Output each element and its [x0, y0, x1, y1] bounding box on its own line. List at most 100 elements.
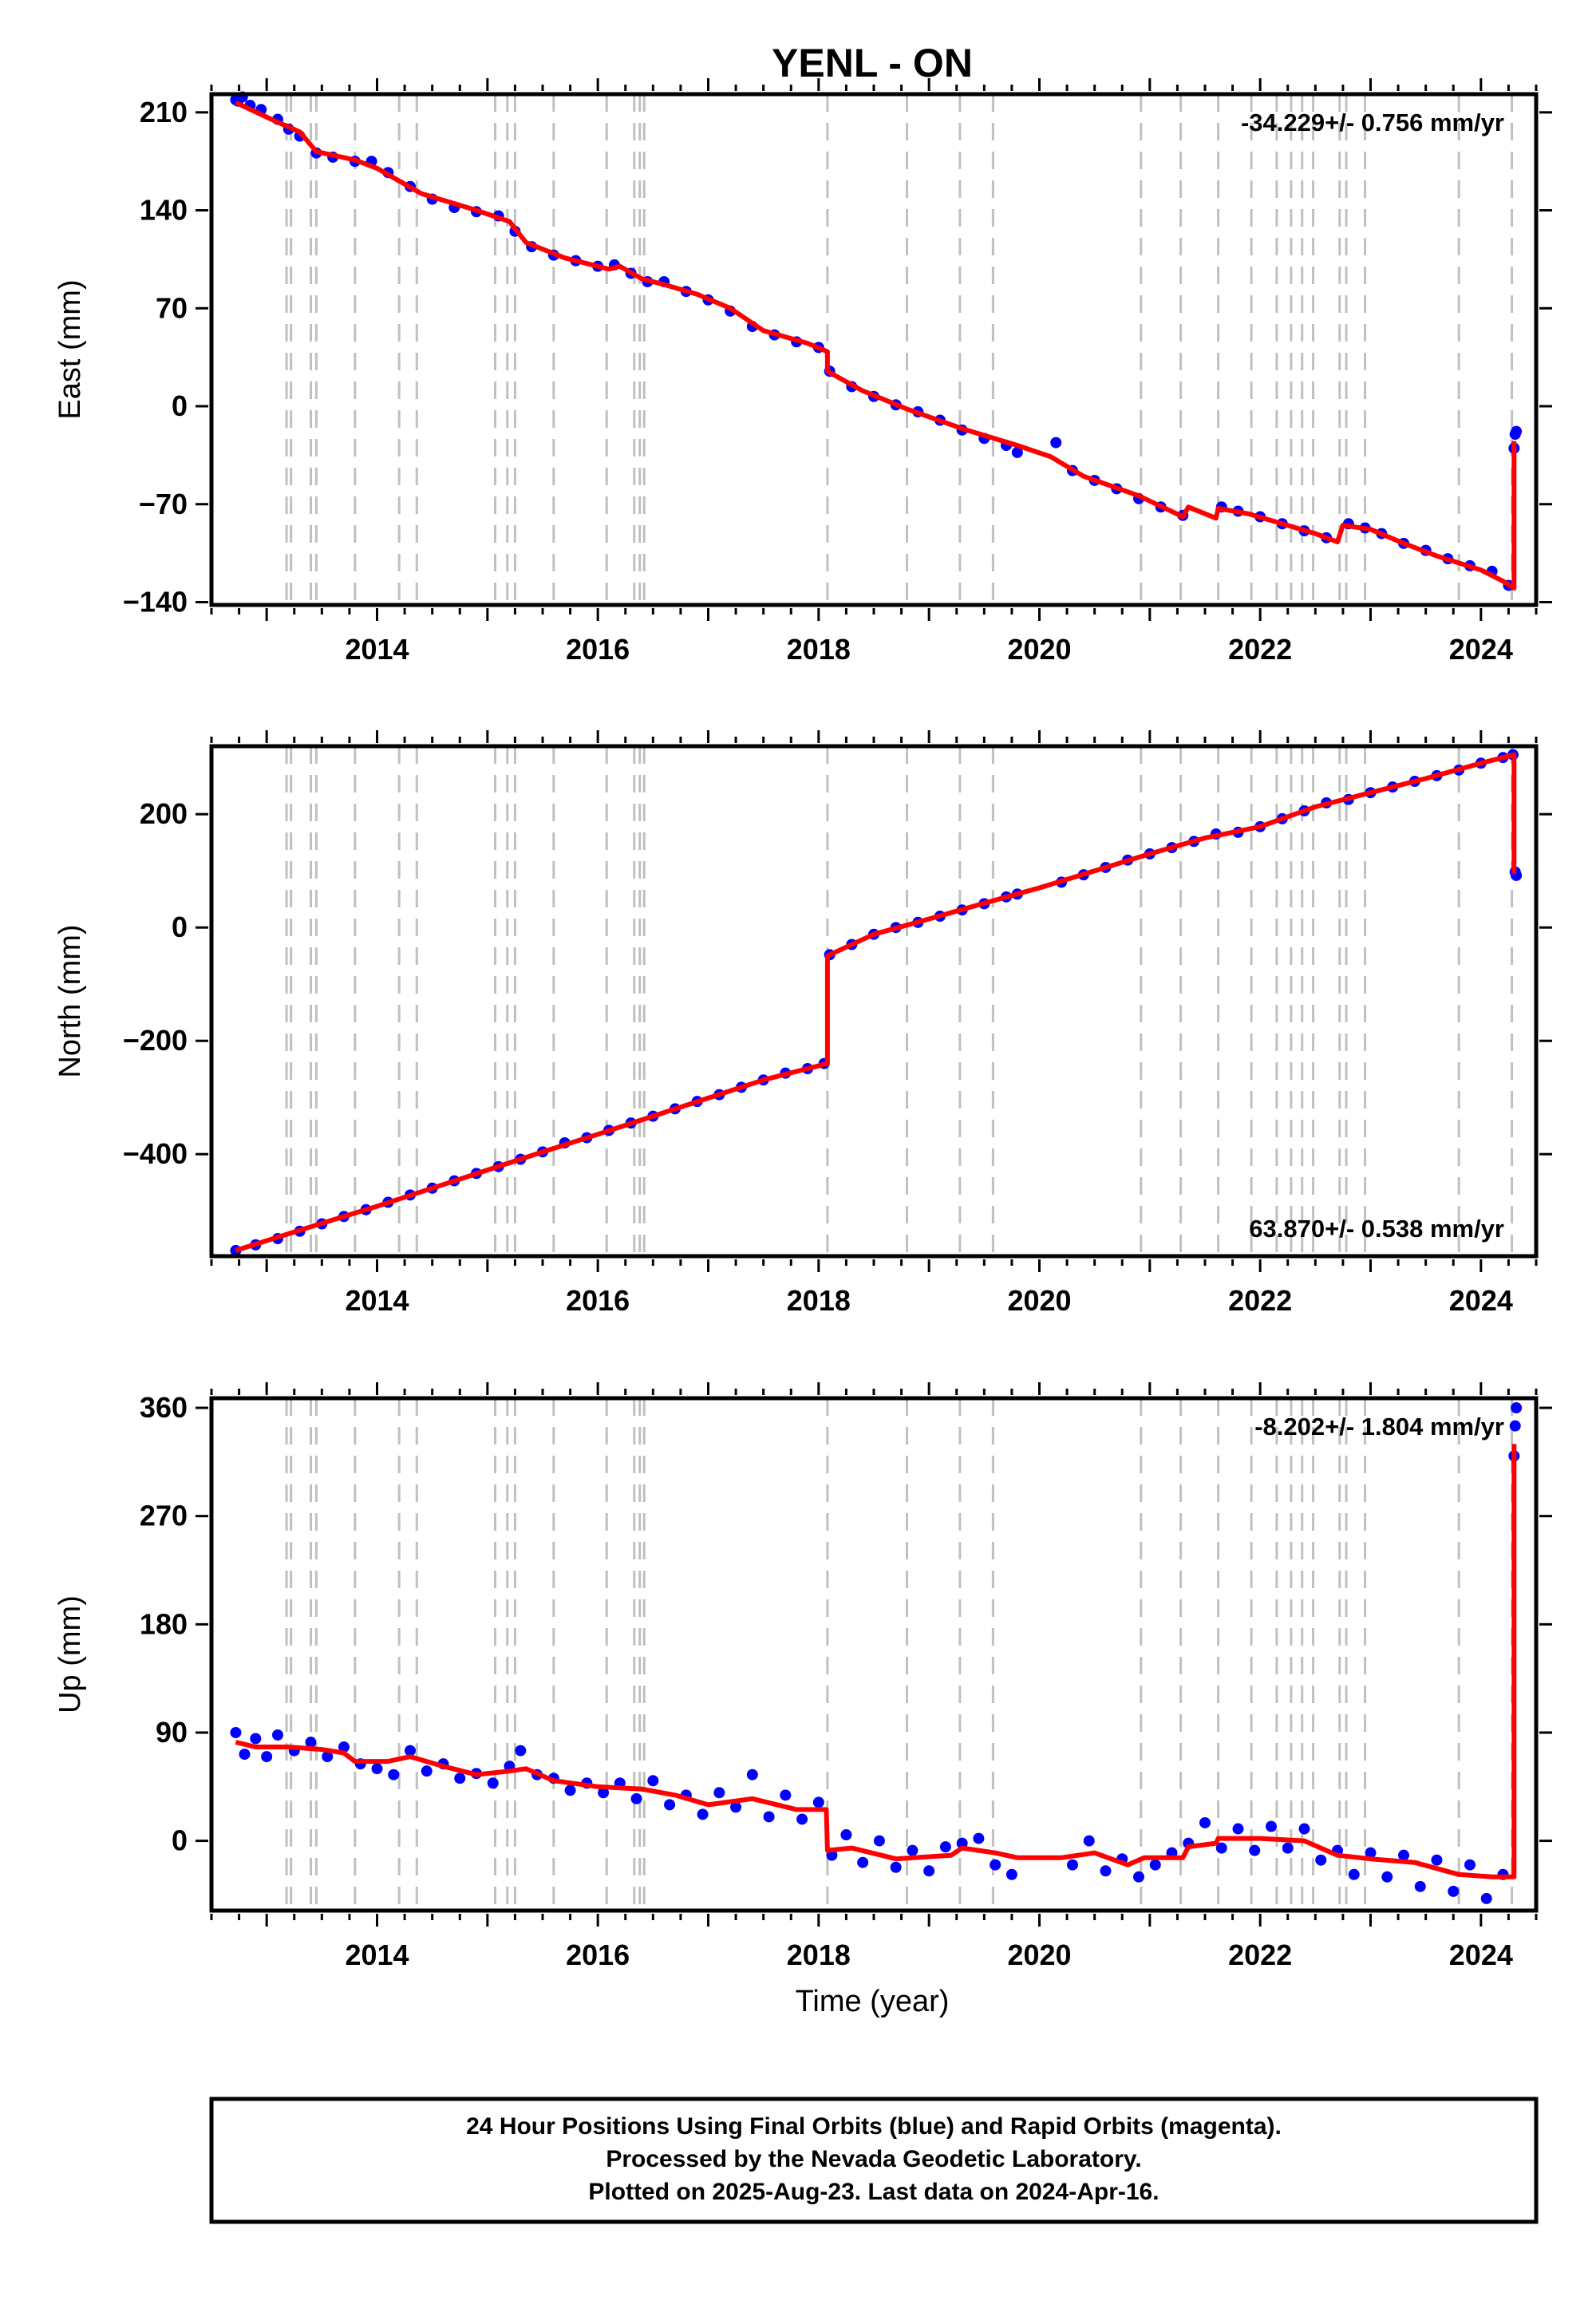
north-rate-label: 63.870+/- 0.538 mm/yr: [1249, 1215, 1504, 1243]
east-y-tick-label-1: 140: [140, 194, 188, 227]
north-y-tick-label-2: −200: [123, 1024, 188, 1057]
up-x-tick-label-0: 2014: [345, 1939, 409, 1971]
east-y-tick-label-5: −140: [123, 585, 188, 618]
north-model-line: [235, 752, 1517, 1253]
up-data-point-58: [1199, 1816, 1211, 1828]
north-x-tick-label-5: 2024: [1449, 1284, 1513, 1317]
up-data-point-3: [261, 1751, 273, 1763]
east-y-tick-label-2: 70: [156, 291, 188, 324]
east-model-line: [235, 100, 1517, 591]
up-y-tick-label-0: 360: [140, 1391, 188, 1424]
up-data-point-65: [1315, 1854, 1327, 1866]
north-y-tick-label-0: 200: [140, 797, 188, 830]
north-x-tick-label-0: 2014: [345, 1284, 409, 1317]
north-x-tick-label-4: 2022: [1228, 1284, 1292, 1317]
up-data-point-74: [1464, 1859, 1476, 1871]
up-data-point-30: [697, 1808, 709, 1820]
up-data-point-50: [1067, 1859, 1078, 1871]
east-x-tick-label-1: 2016: [566, 633, 630, 666]
east-y-tick-label-3: 0: [172, 389, 188, 422]
east-panel: 2014 2016 2018 2020 2022 2024 210 140 70 0 −70 −140…: [53, 78, 1552, 666]
north-y-tick-label-1: 0: [172, 911, 188, 943]
east-x-tick-label-2: 2018: [787, 633, 851, 666]
chart-title: YENL - ON: [772, 41, 973, 85]
up-x-tick-label-3: 2020: [1007, 1939, 1071, 1971]
east-x-tick-label-0: 2014: [345, 633, 409, 666]
up-data-point-71: [1414, 1880, 1426, 1892]
up-data-point-51: [1083, 1835, 1095, 1847]
up-data-point-59: [1215, 1842, 1227, 1854]
up-y-axis-label: Up (mm): [53, 1595, 87, 1713]
up-data-point-41: [873, 1835, 885, 1847]
east-x-tick-label-3: 2020: [1007, 633, 1071, 666]
east-x-tick-label-5: 2024: [1449, 633, 1513, 666]
up-data-point-47: [973, 1832, 985, 1844]
up-data-point-43: [907, 1844, 918, 1856]
up-data-point-49: [1005, 1868, 1017, 1880]
up-data-point-31: [713, 1787, 725, 1799]
north-y-axis-label: North (mm): [53, 924, 87, 1077]
north-x-tick-label-2: 2018: [787, 1284, 851, 1317]
up-data-point-69: [1381, 1871, 1393, 1883]
up-data-point-7: [322, 1751, 334, 1763]
up-data-point-62: [1266, 1820, 1277, 1832]
up-data-point-8: [338, 1741, 350, 1753]
up-data-point-67: [1348, 1868, 1360, 1880]
up-data-point-55: [1149, 1859, 1161, 1871]
up-data-point-15: [454, 1773, 466, 1784]
up-data-point-2: [250, 1733, 262, 1745]
up-x-tick-label-4: 2022: [1228, 1939, 1292, 1971]
up-y-tick-label-2: 180: [140, 1607, 188, 1640]
up-panel: 2014 2016 2018 2020 2022 2024 360 270 180 90 0 Up (…: [53, 1382, 1552, 1971]
north-y-tick-label-3: −400: [123, 1137, 188, 1170]
east-y-axis-label: East (mm): [53, 279, 87, 419]
east-y-tick-label-0: 210: [140, 96, 188, 128]
up-data-point-26: [630, 1792, 642, 1804]
up-rate-label: -8.202+/- 1.804 mm/yr: [1254, 1413, 1504, 1441]
up-data-point-37: [812, 1796, 824, 1808]
up-data-point-64: [1298, 1823, 1310, 1835]
up-data-point-0: [230, 1726, 242, 1738]
up-data-point-4: [272, 1729, 283, 1741]
up-data-point-61: [1249, 1844, 1261, 1856]
up-x-tick-label-1: 2016: [566, 1939, 630, 1971]
footer-line-1: 24 Hour Positions Using Final Orbits (bl…: [466, 2113, 1282, 2140]
up-data-point-70: [1398, 1849, 1409, 1861]
up-plot-frame: [209, 1396, 1539, 1913]
north-x-tick-label-3: 2020: [1007, 1284, 1071, 1317]
up-data-point-48: [990, 1859, 1001, 1871]
up-x-tick-label-2: 2018: [787, 1939, 851, 1971]
up-data-point-22: [564, 1784, 576, 1796]
up-data-point-35: [780, 1789, 792, 1801]
up-data-point-42: [890, 1861, 902, 1873]
up-data-point-24: [598, 1787, 610, 1799]
up-data-point-32: [730, 1801, 742, 1813]
x-axis-label: Time (year): [796, 1985, 950, 2018]
up-data-point-10: [371, 1763, 383, 1775]
north-panel: 2014 2016 2018 2020 2022 2024 200 0 −200 −400 Nort…: [53, 730, 1552, 1317]
up-data-point-17: [487, 1777, 499, 1789]
up-y-tick-label-3: 90: [156, 1716, 188, 1749]
up-data-point-6: [305, 1737, 317, 1749]
up-data-point-73: [1448, 1885, 1460, 1897]
east-plot-frame: [209, 92, 1539, 607]
up-data-point-33: [746, 1769, 758, 1780]
east-x-tick-label-4: 2022: [1228, 633, 1292, 666]
up-model-line: [235, 1444, 1517, 1879]
up-data-point-19: [515, 1745, 527, 1757]
up-data-point-52: [1100, 1865, 1112, 1877]
up-data-point-11: [388, 1769, 400, 1780]
up-data-point-27: [647, 1775, 659, 1787]
up-data-point-1: [239, 1749, 251, 1761]
up-data-point-45: [939, 1841, 951, 1853]
footer-line-3: Plotted on 2025-Aug-23. Last data on 202…: [588, 2179, 1159, 2205]
east-rate-label: -34.229+/- 0.756 mm/yr: [1241, 109, 1504, 136]
up-data-point-36: [796, 1813, 808, 1825]
footer-line-2: Processed by the Nevada Geodetic Laborat…: [606, 2146, 1141, 2172]
up-y-tick-label-1: 270: [140, 1500, 188, 1532]
up-data-point-72: [1431, 1854, 1443, 1866]
east-data-point-44: [1050, 437, 1062, 449]
east-data-point-68: [1511, 425, 1523, 437]
up-data-point-40: [857, 1856, 869, 1868]
up-data-point-54: [1133, 1871, 1144, 1883]
